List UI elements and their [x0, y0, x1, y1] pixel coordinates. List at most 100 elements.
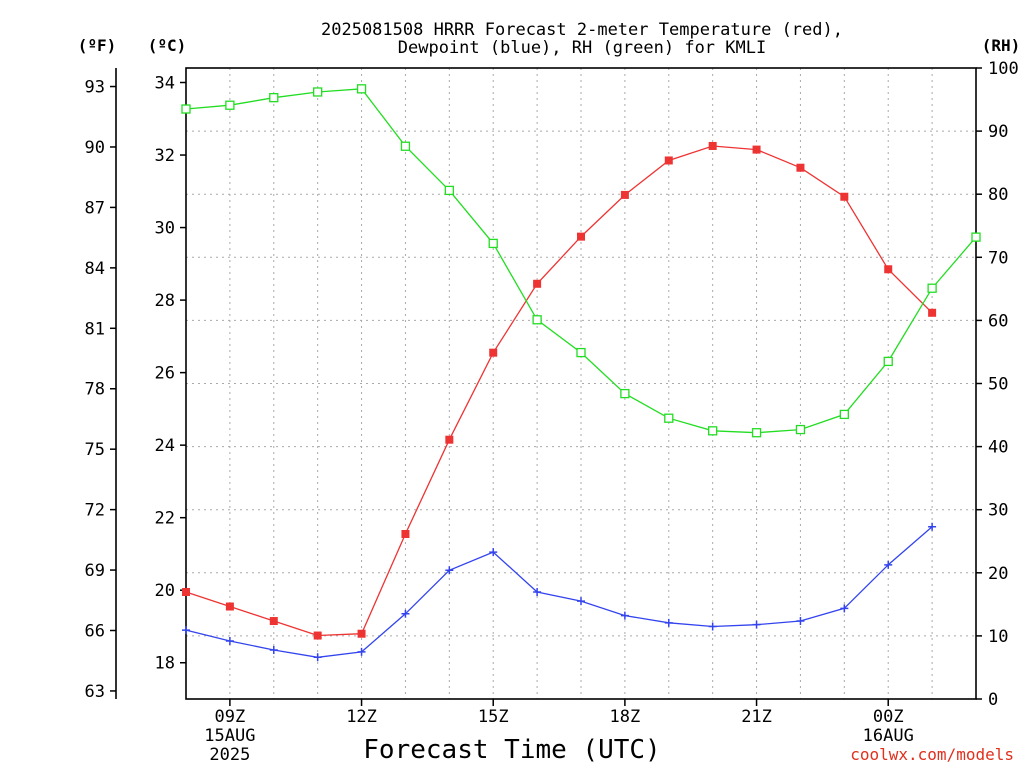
- temperature-point: [708, 141, 717, 150]
- temperature-point: [796, 163, 805, 172]
- rh-point: [181, 104, 191, 114]
- temperature-point: [840, 192, 849, 201]
- rh-point: [444, 185, 454, 196]
- x-tick-label: 18Z: [610, 707, 641, 727]
- x-tick-year-label: 2025: [209, 745, 250, 765]
- celsius-tick-label: 28: [155, 291, 175, 311]
- dewpoint-point: [269, 646, 278, 655]
- celsius-tick-label: 22: [155, 509, 175, 529]
- chart-title-line2: Dewpoint (blue), RH (green) for KMLI: [398, 38, 766, 58]
- temperature-point: [928, 308, 937, 317]
- temperature-point: [182, 588, 190, 597]
- dewpoint-point: [664, 618, 673, 627]
- fahrenheit-tick-label: 69: [85, 561, 105, 581]
- data-series: [181, 84, 981, 662]
- celsius-tick-label: 18: [155, 654, 175, 674]
- rh-tick-label: 10: [988, 627, 1008, 647]
- dewpoint-point: [620, 611, 629, 620]
- celsius-tick-label: 32: [155, 146, 175, 166]
- rh-point: [620, 388, 630, 399]
- rh-tick-label: 0: [988, 690, 998, 710]
- dewpoint-point: [577, 597, 585, 606]
- temperature-point: [269, 617, 278, 626]
- dewpoint-point: [225, 636, 234, 645]
- celsius-tick-label: 24: [155, 436, 175, 456]
- dewpoint-point: [489, 548, 498, 557]
- temperature-point: [664, 156, 673, 165]
- dewpoint-point: [533, 588, 542, 597]
- rh-point: [225, 100, 235, 110]
- fahrenheit-tick-label: 66: [85, 622, 105, 642]
- temperature-point: [357, 629, 366, 638]
- rh-point: [576, 347, 586, 358]
- celsius-unit-label: (ºC): [148, 36, 187, 55]
- dewpoint-point: [840, 604, 849, 613]
- temperature-point: [445, 435, 454, 444]
- celsius-tick-label: 26: [155, 364, 175, 384]
- fahrenheit-tick-label: 93: [85, 78, 105, 98]
- rh-point: [971, 232, 981, 242]
- temperature-point: [577, 232, 585, 241]
- temperature-point: [533, 279, 542, 288]
- rh-point: [795, 424, 806, 435]
- dewpoint-point: [357, 647, 366, 656]
- dewpoint-point: [796, 617, 805, 626]
- temperature-point: [489, 348, 498, 357]
- rh-point: [313, 87, 323, 97]
- dewpoint-point: [401, 609, 410, 618]
- rh-point: [839, 409, 849, 420]
- fahrenheit-tick-label: 90: [85, 138, 105, 158]
- dewpoint-line: [185, 526, 933, 658]
- rh-tick-label: 100: [988, 59, 1019, 79]
- rh-tick-label: 90: [988, 122, 1008, 142]
- rh-tick-label: 80: [988, 185, 1008, 205]
- fahrenheit-tick-label: 78: [85, 380, 105, 400]
- fahrenheit-tick-label: 72: [85, 501, 105, 521]
- temperature-point: [884, 265, 893, 274]
- temperature-point: [313, 631, 322, 640]
- temperature-point: [752, 145, 761, 154]
- x-tick-date-label: 16AUG: [863, 726, 914, 746]
- celsius-tick-label: 30: [155, 219, 175, 239]
- rh-point: [532, 315, 542, 325]
- rh-point: [400, 141, 411, 151]
- dewpoint-point: [752, 620, 761, 629]
- fahrenheit-tick-label: 84: [85, 259, 105, 279]
- temperature-point: [401, 529, 410, 538]
- rh-point: [664, 413, 674, 423]
- temperature-point: [225, 602, 234, 611]
- x-tick-date-label: 15AUG: [204, 726, 255, 746]
- x-tick-label: 15Z: [478, 707, 509, 727]
- axis-ticks: 18 20 22 24 26 28 30 32 34 63 66 69 72 75 78 81 84 87 90 93…: [85, 59, 1019, 765]
- rh-point: [751, 428, 762, 438]
- rh-tick-label: 40: [988, 438, 1008, 458]
- x-axis-label: Forecast Time (UTC): [363, 735, 660, 765]
- rh-tick-label: 70: [988, 248, 1008, 268]
- rh-point: [269, 93, 279, 103]
- dewpoint-point: [313, 653, 322, 662]
- celsius-tick-label: 20: [155, 581, 175, 601]
- rh-point: [883, 356, 893, 367]
- rh-point: [488, 238, 498, 249]
- dewpoint-point: [445, 566, 454, 575]
- temperature-point: [620, 190, 629, 199]
- x-tick-label: 21Z: [741, 707, 772, 727]
- temperature-line: [185, 145, 933, 637]
- dewpoint-point: [708, 622, 717, 631]
- credit-text: coolwx.com/models: [850, 745, 1014, 764]
- rh-point: [708, 426, 718, 436]
- rh-point: [356, 84, 367, 94]
- x-tick-label: 12Z: [346, 707, 377, 727]
- fahrenheit-tick-label: 75: [85, 440, 105, 460]
- rh-tick-label: 50: [988, 375, 1008, 395]
- dewpoint-point: [884, 560, 893, 569]
- rh-point: [927, 283, 937, 293]
- rh-tick-label: 30: [988, 501, 1008, 521]
- rh-unit-label: (RH): [982, 36, 1021, 55]
- dewpoint-point: [182, 626, 190, 635]
- x-tick-label: 00Z: [873, 707, 904, 727]
- chart-title-line1: 2025081508 HRRR Forecast 2-meter Tempera…: [321, 20, 843, 40]
- fahrenheit-unit-label: (ºF): [78, 36, 117, 55]
- celsius-tick-label: 34: [155, 74, 175, 94]
